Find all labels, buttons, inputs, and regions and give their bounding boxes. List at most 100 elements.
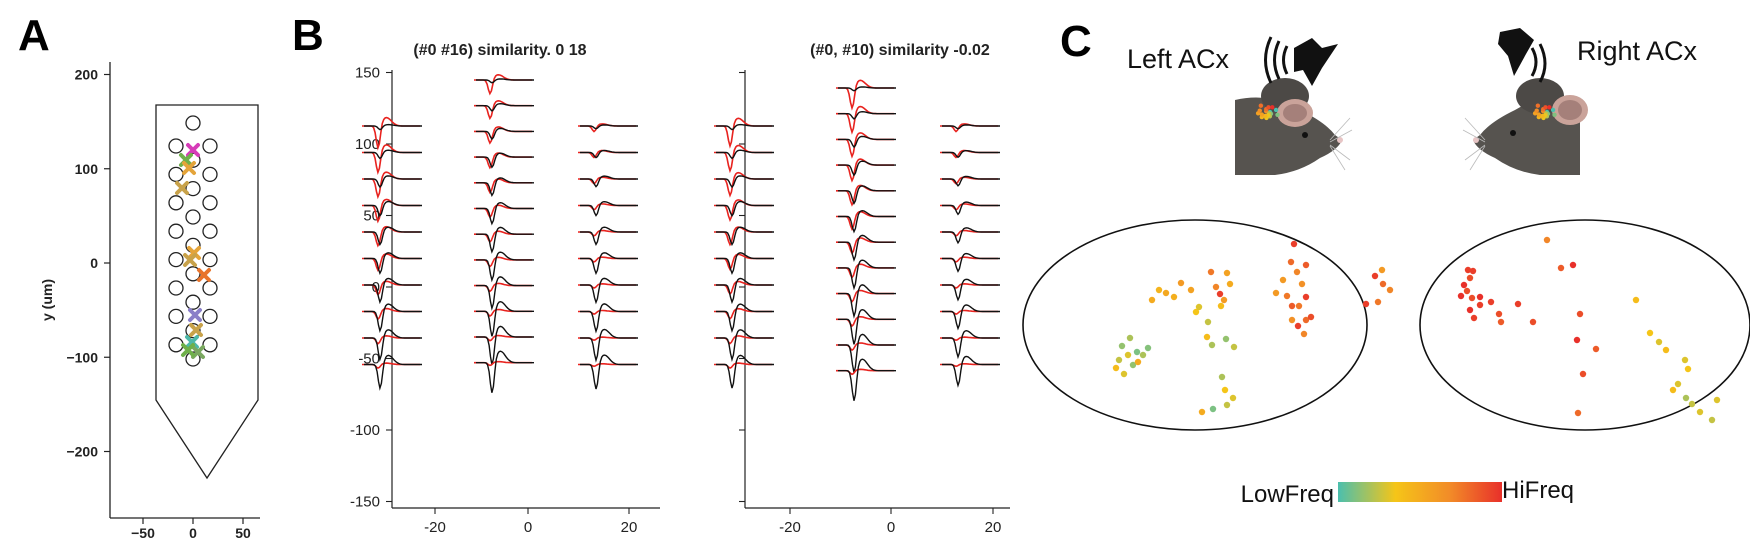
panel-b-x-tick-label: 0	[887, 519, 895, 536]
unit-marker	[188, 308, 202, 322]
panel-b-right-title: (#0, #10) similarity -0.02	[810, 42, 990, 59]
neuron-dot	[1362, 300, 1370, 308]
recording-site	[202, 166, 218, 183]
waveform-trace	[364, 149, 422, 160]
waveform-trace	[838, 259, 896, 291]
template-trace	[836, 316, 894, 328]
neuron-dot	[1557, 264, 1565, 272]
template-trace	[474, 308, 532, 318]
neuron-dot	[1713, 396, 1721, 404]
neuron-dot	[1543, 236, 1551, 244]
waveform-trace	[476, 350, 534, 393]
right-acx-label: Right ACx	[1577, 36, 1698, 66]
template-trace	[362, 334, 420, 345]
panel-a-probe-plot: 200 100 0 −100 −200 −50 0 50 y (um)	[39, 62, 260, 541]
waveform-trace	[716, 329, 774, 362]
waveform-trace	[364, 277, 422, 305]
template-trace	[714, 335, 772, 345]
unit-marker	[182, 161, 196, 175]
neuron-dot	[1669, 386, 1677, 394]
neuron-dot	[1283, 292, 1291, 300]
panel-a-y-tick-label: 100	[75, 161, 99, 177]
neuron-dot	[1155, 286, 1163, 294]
template-trace	[474, 282, 532, 293]
tonotopic-dot	[1257, 108, 1262, 113]
neuron-dot	[1208, 341, 1216, 349]
tonotopic-dot	[1536, 112, 1542, 117]
neuron-dot	[1198, 408, 1206, 416]
template-trace	[714, 253, 772, 272]
waveform-trace	[942, 304, 1000, 331]
template-trace	[714, 307, 772, 321]
neuron-dot	[1115, 356, 1123, 364]
neuron-dot	[1469, 267, 1477, 275]
waveform-trace	[364, 200, 422, 218]
waveform-trace	[942, 150, 1000, 159]
waveform-trace	[580, 303, 638, 334]
mouse-head-left-icon	[1235, 78, 1353, 175]
waveform-trace	[942, 329, 1000, 360]
waveform-trace	[716, 303, 774, 334]
neuron-dot	[1230, 343, 1238, 351]
waveform-trace	[364, 226, 422, 247]
template-trace	[474, 256, 532, 268]
recording-site	[202, 308, 218, 325]
waveform-trace	[838, 333, 896, 373]
neuron-dot	[1118, 342, 1126, 350]
waveform-trace	[838, 209, 896, 234]
waveform-trace	[580, 354, 638, 390]
waveform-trace	[580, 175, 638, 188]
neuron-dot	[1226, 280, 1234, 288]
tonotopic-dot	[1258, 103, 1264, 108]
recording-site	[168, 251, 184, 268]
waveform-trace	[942, 355, 1000, 388]
waveform-trace	[476, 78, 534, 84]
template-trace	[940, 176, 998, 185]
panel-b-x-tick-label: 20	[985, 519, 1002, 536]
neuron-dot	[1288, 302, 1296, 310]
template-trace	[714, 226, 772, 247]
panel-b-x-ticks: -20 0 20 -20 0 20	[424, 508, 1001, 536]
neuron-dot	[1187, 286, 1195, 294]
neuron-dot	[1682, 394, 1690, 402]
neuron-dot	[1576, 310, 1584, 318]
neuron-dot	[1144, 344, 1152, 352]
waveform-trace	[364, 175, 422, 189]
template-trace	[836, 105, 894, 135]
neuron-dot	[1139, 351, 1147, 359]
neuron-dot	[1218, 373, 1226, 381]
neuron-dot	[1302, 316, 1310, 324]
waveform-trace	[476, 325, 534, 365]
template-trace	[578, 203, 636, 211]
panel-a-y-tick-label: 200	[75, 67, 99, 83]
neuron-dot	[1204, 318, 1212, 326]
neuron-dot	[1674, 380, 1682, 388]
neuron-dot	[1148, 296, 1156, 304]
template-trace	[714, 280, 772, 296]
template-trace	[578, 176, 636, 185]
template-trace	[836, 263, 894, 280]
neuron-dot	[1177, 279, 1185, 287]
recording-site	[168, 308, 184, 325]
template-trace	[836, 342, 894, 352]
unit-marker	[187, 246, 201, 260]
template-trace	[836, 184, 894, 207]
waveform-trace	[716, 149, 774, 160]
colorbar-low-label: LowFreq	[1241, 481, 1334, 508]
recording-site	[168, 195, 184, 211]
neuron-frequency-dots	[1112, 236, 1721, 424]
tonotopic-dot	[1534, 108, 1539, 113]
waveform-trace	[838, 308, 896, 345]
waveform-trace	[838, 284, 896, 319]
neuron-dot	[1302, 293, 1310, 301]
panel-b-waveform-comparison: (#0 #16) similarity. 0 18 (#0, #10) simi…	[350, 42, 1010, 536]
unit-marker	[189, 323, 203, 337]
recording-site	[185, 351, 201, 367]
waveform-trace	[580, 149, 638, 159]
tonotopic-dot	[1535, 103, 1541, 108]
recording-site	[168, 280, 184, 296]
unit-marker	[186, 143, 200, 157]
neuron-dot	[1632, 296, 1640, 304]
neuron-dot	[1295, 302, 1303, 310]
